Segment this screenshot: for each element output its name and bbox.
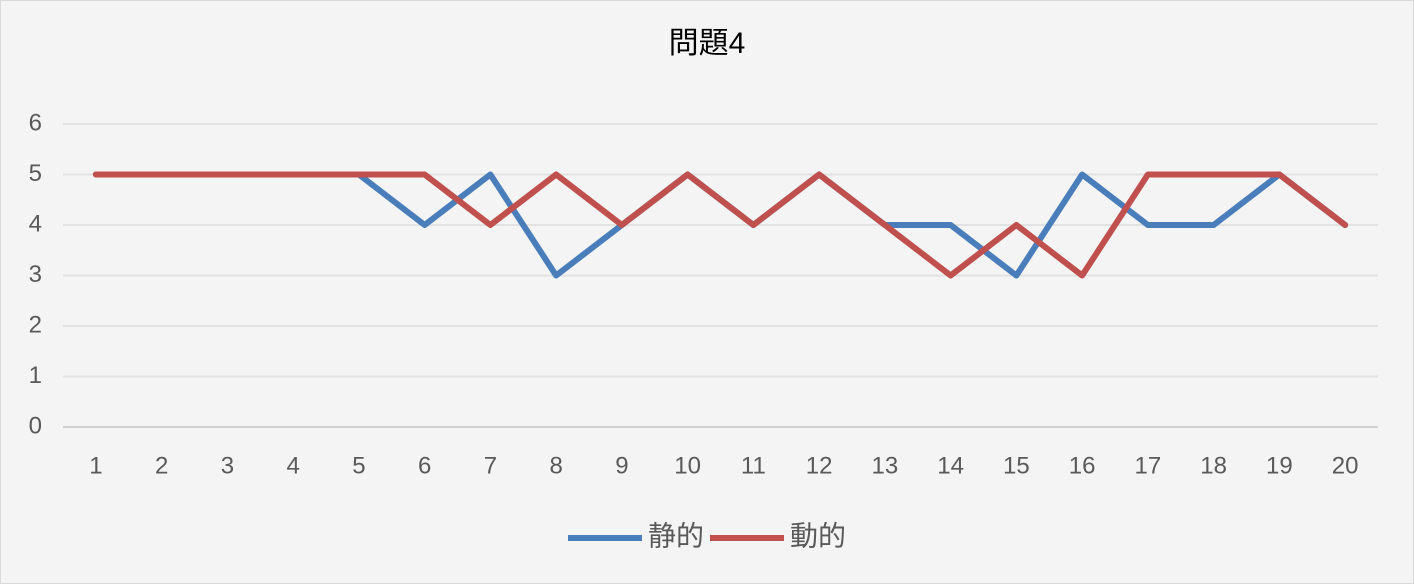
- x-tick-label: 14: [937, 452, 964, 479]
- x-tick-label: 3: [221, 452, 234, 479]
- y-tick-label: 4: [29, 210, 42, 237]
- x-tick-label: 18: [1200, 452, 1227, 479]
- chart-title: 問題4: [669, 27, 746, 60]
- series-line: [92, 171, 1349, 279]
- x-tick-label: 6: [418, 452, 431, 479]
- y-tick-label: 0: [29, 412, 42, 439]
- y-tick-label: 5: [29, 160, 42, 187]
- legend-label: 動的: [790, 520, 846, 551]
- x-tick-label: 1: [89, 452, 102, 479]
- x-tick-label: 15: [1003, 452, 1030, 479]
- x-tick-label: 5: [352, 452, 365, 479]
- x-tick-label: 11: [741, 452, 766, 479]
- y-tick-label: 6: [29, 109, 42, 136]
- x-tick-label: 16: [1069, 452, 1096, 479]
- x-tick-label: 7: [484, 452, 497, 479]
- x-tick-label: 2: [155, 452, 168, 479]
- x-tick-label: 9: [615, 452, 628, 479]
- y-tick-label: 3: [29, 261, 42, 288]
- x-tick-label: 8: [549, 452, 562, 479]
- x-tick-label: 12: [806, 452, 833, 479]
- x-tick-label: 20: [1332, 452, 1359, 479]
- x-tick-label: 19: [1266, 452, 1293, 479]
- x-tick-label: 17: [1135, 452, 1162, 479]
- y-tick-label: 2: [29, 311, 42, 338]
- y-tick-label: 1: [29, 362, 42, 389]
- x-tick-label: 10: [674, 452, 701, 479]
- x-tick-label: 13: [872, 452, 899, 479]
- x-tick-label: 4: [286, 452, 299, 479]
- legend-label: 静的: [648, 520, 704, 551]
